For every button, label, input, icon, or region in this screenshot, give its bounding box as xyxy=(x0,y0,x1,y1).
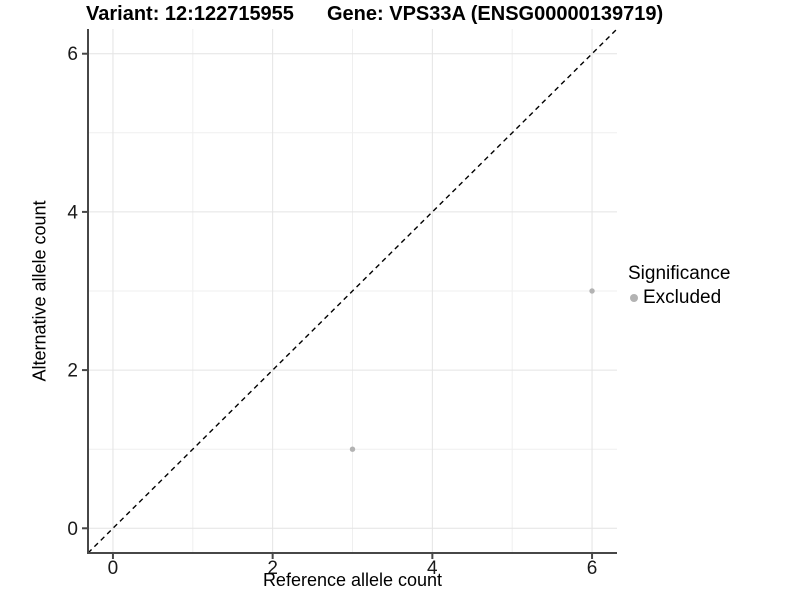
legend-entry-label: Excluded xyxy=(643,287,722,308)
data-point xyxy=(589,288,595,294)
variant-title: Variant: 12:122715955 xyxy=(86,3,294,25)
x-tick-label: 2 xyxy=(267,558,278,579)
gene-title: Gene: VPS33A (ENSG00000139719) xyxy=(327,3,664,25)
x-tick-label: 0 xyxy=(108,558,119,579)
x-tick-label: 6 xyxy=(587,558,598,579)
legend-point-icon xyxy=(630,294,638,302)
legend-entry-excluded: Excluded xyxy=(628,287,730,309)
x-tick-label: 4 xyxy=(427,558,438,579)
legend-title: Significance xyxy=(628,263,731,284)
y-axis-title: Alternative allele count xyxy=(29,200,50,382)
legend: Significance Excluded xyxy=(628,263,730,309)
y-tick-label: 6 xyxy=(67,44,78,65)
y-tick-label: 2 xyxy=(67,361,78,382)
data-point xyxy=(349,446,356,452)
identity-dashed-line xyxy=(87,28,618,554)
x-axis-title: Reference allele count xyxy=(262,570,443,590)
y-tick-label: 4 xyxy=(67,202,78,223)
y-tick-label: 0 xyxy=(67,519,78,540)
